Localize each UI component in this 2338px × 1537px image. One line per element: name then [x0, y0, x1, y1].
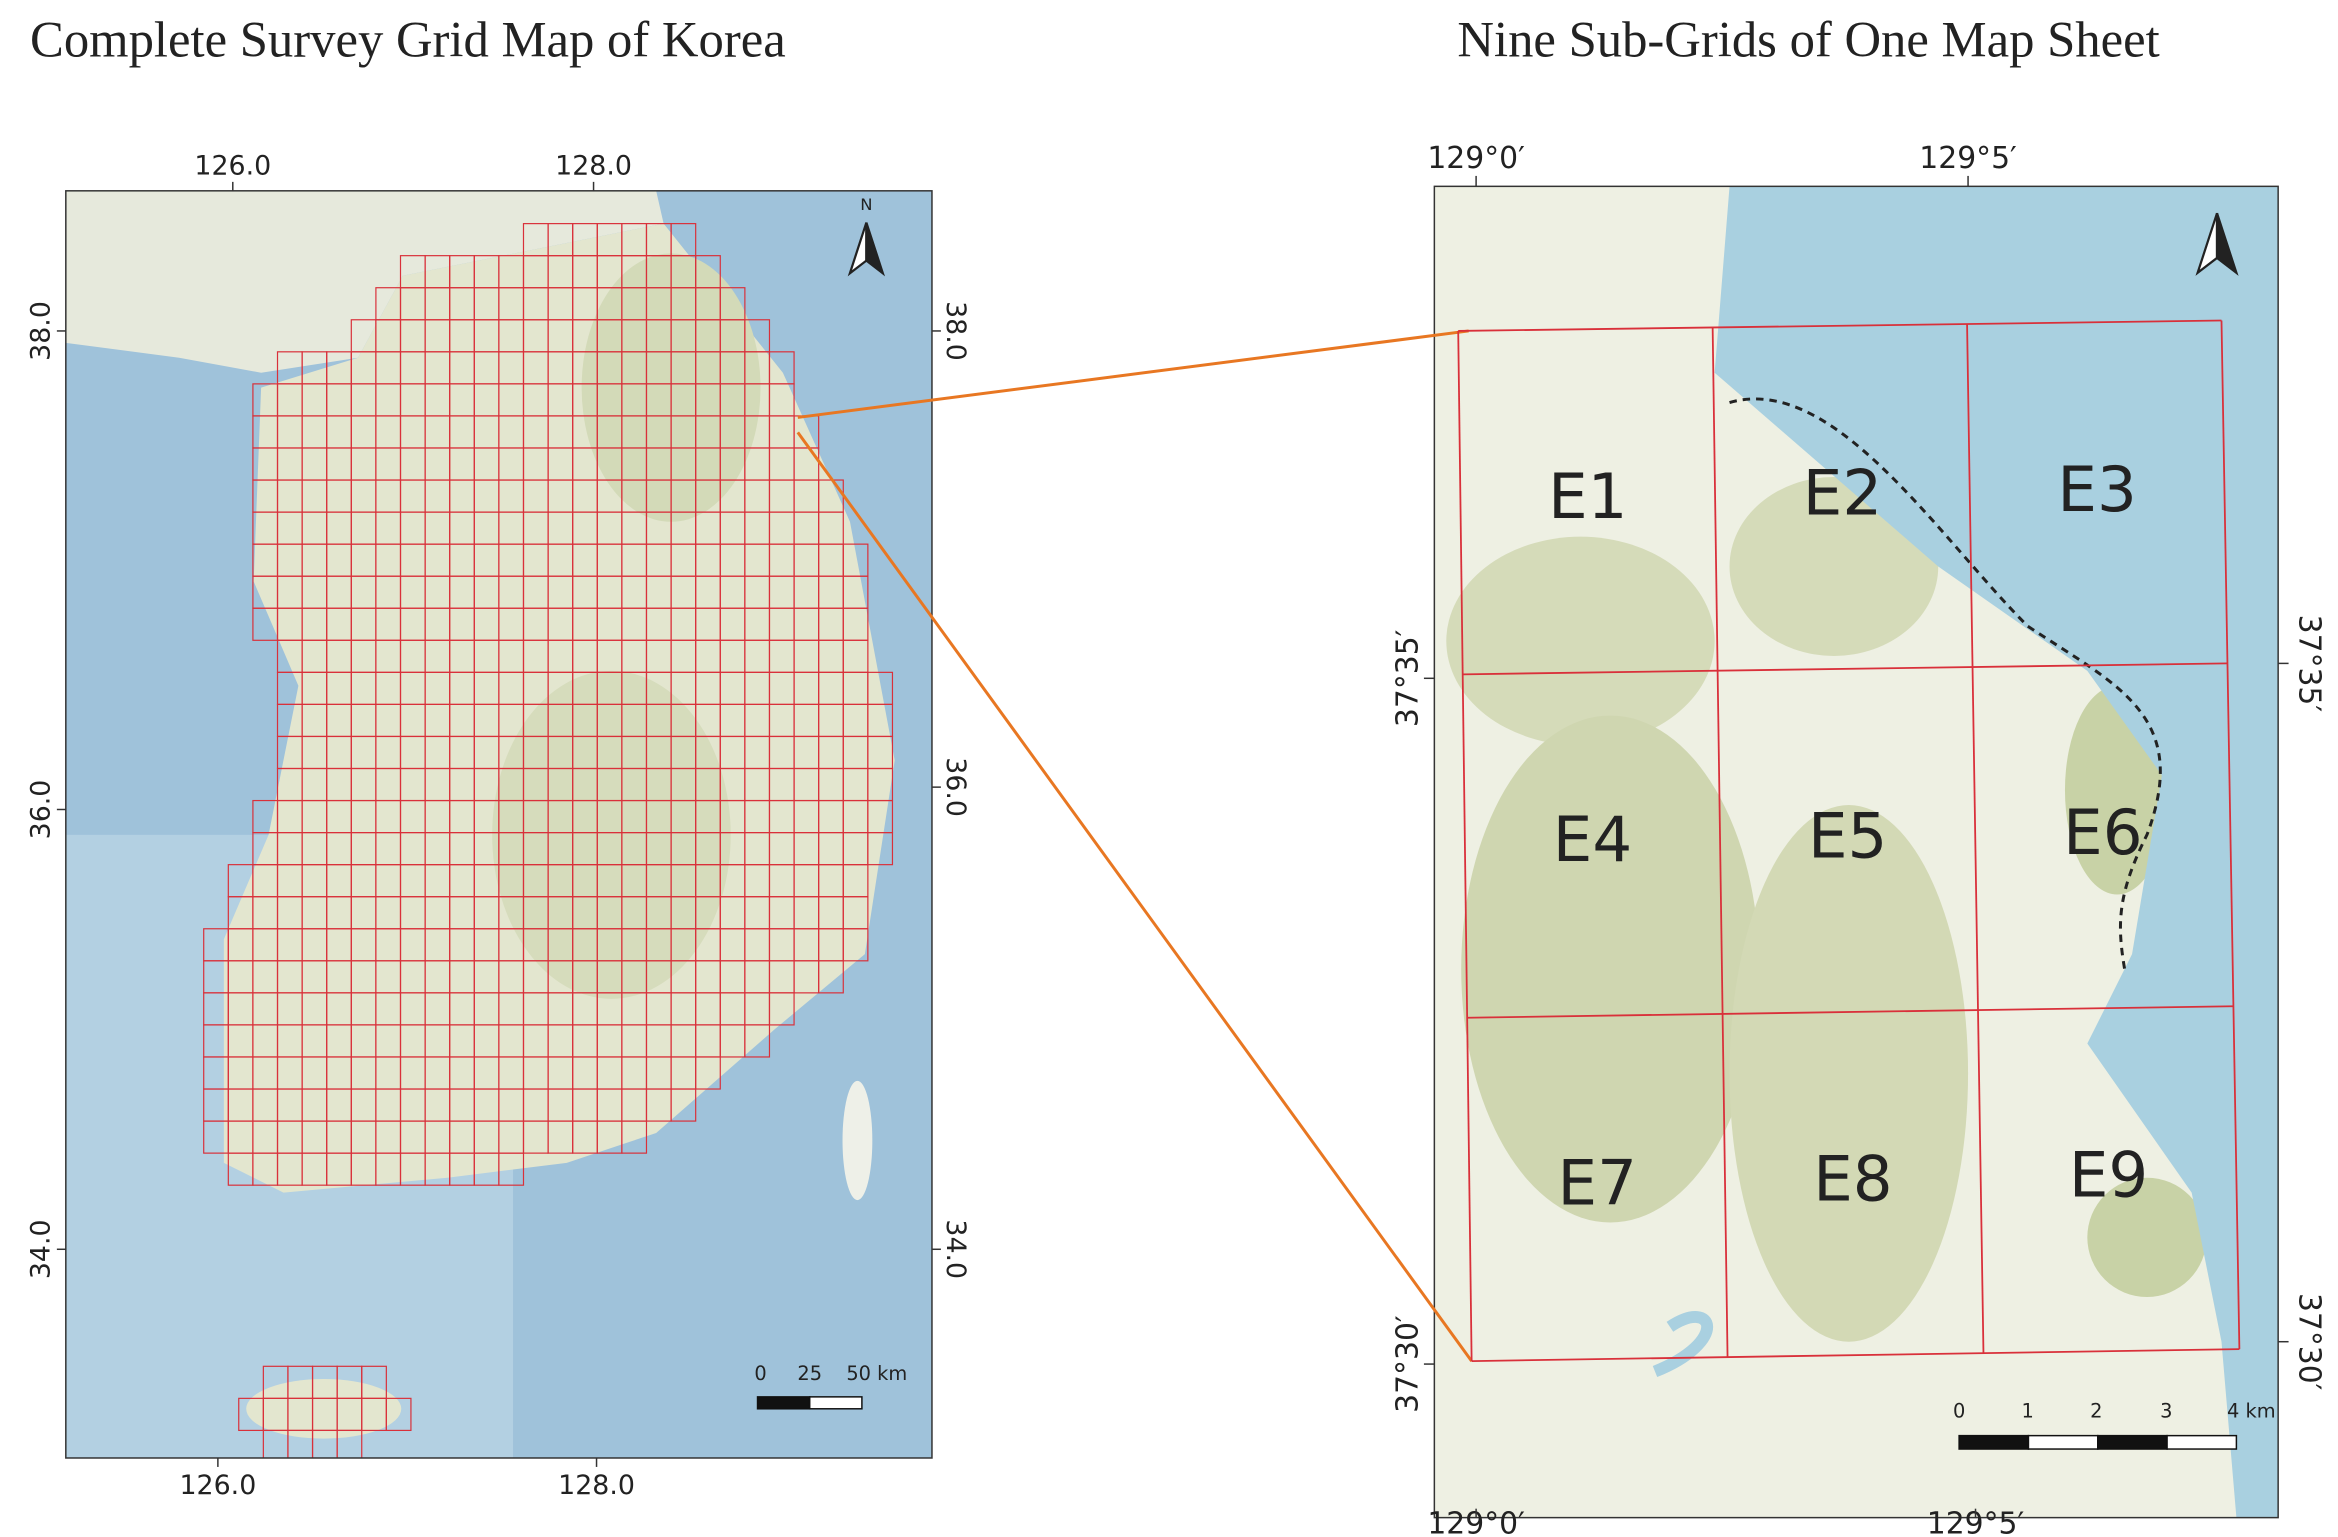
connector-line [797, 329, 1469, 419]
scale-bar [1958, 1434, 2030, 1450]
scale-bar [756, 1396, 811, 1410]
sub-grid-label: E3 [2057, 453, 2136, 526]
tick-label: 37°35′ [2291, 615, 2326, 713]
scale-bar [2097, 1434, 2168, 1450]
scale-bar [2027, 1434, 2099, 1450]
tick-label: 129°0′ [1427, 141, 1525, 176]
tick-label: 36.0 [940, 757, 971, 817]
tick-label: 128.0 [558, 1470, 635, 1501]
connector-line [796, 431, 1473, 1362]
tick-label: 128.0 [555, 150, 632, 181]
sub-grid-label: E2 [1803, 456, 1882, 529]
scale-label: 0 [1953, 1399, 1965, 1422]
sub-grid-line [1467, 1005, 2234, 1019]
grid-cell [695, 1056, 721, 1090]
sub-grid-line [1711, 327, 1729, 1358]
north-label: N [860, 195, 872, 214]
sub-grid-line [1462, 662, 2228, 676]
tick-label: 36.0 [25, 780, 56, 840]
scale-label: 4 km [2227, 1399, 2276, 1422]
left-frame [65, 190, 933, 1459]
sub-grid-line [1966, 323, 1985, 1354]
sub-grid-line [2220, 320, 2241, 1350]
grid-cell [621, 1120, 648, 1154]
scale-bar [808, 1396, 863, 1410]
sub-grid-line [1457, 330, 1473, 1362]
sub-grid-label: E5 [1808, 800, 1887, 873]
tick-label: 34.0 [25, 1219, 56, 1279]
scale-label: 3 [2160, 1399, 2172, 1422]
scale-label: 2 [2090, 1399, 2102, 1422]
grid-cell [498, 1152, 525, 1186]
right-frame [1433, 185, 2279, 1519]
tick-label: 126.0 [194, 150, 271, 181]
tick-label: 37°35′ [1391, 629, 1426, 727]
sub-grid-label: E4 [1553, 803, 1632, 876]
scale-label: 1 [2022, 1399, 2034, 1422]
panel-title: Complete Survey Grid Map of Korea [30, 11, 786, 67]
grid-cell [744, 1024, 771, 1058]
tick-label: 129°5′ [1919, 141, 2017, 176]
grid-cell [768, 992, 795, 1026]
left-map [65, 190, 932, 1458]
tick-label: 37°30′ [2291, 1293, 2326, 1391]
scale-label: 25 [797, 1362, 822, 1385]
tick-label: 34.0 [940, 1219, 971, 1279]
sub-grid-line [1458, 319, 2222, 332]
grid-cell [867, 832, 894, 866]
grid-cell [842, 928, 869, 962]
north-arrow [2215, 212, 2239, 276]
right-map [1434, 186, 2279, 1518]
grid-cell [336, 1429, 363, 1458]
sub-grid-label: E7 [1558, 1147, 1637, 1220]
tick-label: 38.0 [940, 301, 971, 361]
sub-grid-label: E9 [2069, 1139, 2148, 1212]
grid-cell [385, 1397, 412, 1432]
grid-cell [818, 960, 844, 994]
scale-label: 0 [754, 1362, 766, 1385]
tick-label: 38.0 [25, 301, 56, 361]
scale-bar [2166, 1434, 2238, 1450]
tick-label: 37°30′ [1391, 1315, 1426, 1413]
scale-label: 50 km [846, 1362, 907, 1385]
sub-grid-line [1471, 1348, 2240, 1362]
north-arrow [865, 222, 886, 277]
tick-label: 126.0 [179, 1470, 256, 1501]
panel-title: Nine Sub-Grids of One Map Sheet [1457, 11, 2159, 67]
grid-cell [670, 1088, 697, 1122]
sub-grid-label: E8 [1813, 1143, 1892, 1216]
sub-grid-label: E1 [1548, 460, 1627, 533]
sub-grid-label: E6 [2063, 796, 2142, 869]
